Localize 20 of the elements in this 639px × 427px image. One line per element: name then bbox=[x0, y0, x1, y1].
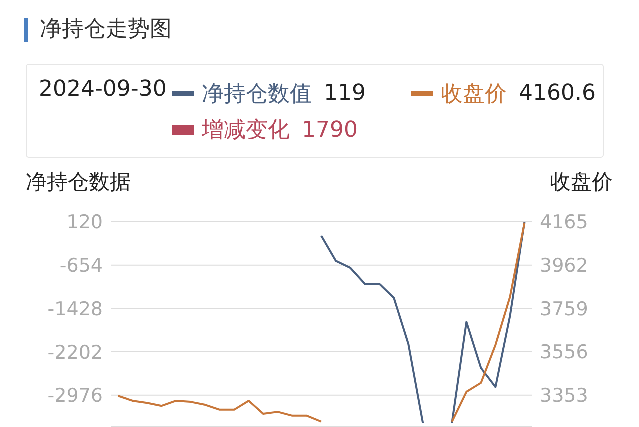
chart-title: 净持仓走势图 bbox=[40, 16, 172, 44]
text: 4160.6 bbox=[519, 81, 596, 106]
legend-label: 增减变化 bbox=[202, 117, 290, 145]
y-tick-label: -2976 bbox=[48, 385, 103, 408]
y2-tick-label: 3962 bbox=[540, 255, 588, 278]
y-tick-label: -1428 bbox=[48, 298, 103, 320]
legend-label: 净持仓数值 bbox=[202, 80, 312, 108]
y-tick-label: 120 bbox=[66, 212, 103, 234]
y2-tick-label: 3759 bbox=[540, 298, 588, 320]
y2-tick-label: 3353 bbox=[540, 384, 588, 407]
text: 119 bbox=[324, 81, 366, 106]
y-tick-label: -654 bbox=[60, 255, 103, 278]
text: 2024-09-30 bbox=[39, 77, 167, 102]
text: 1790 bbox=[302, 118, 358, 142]
legend-label: 收盘价 bbox=[441, 80, 507, 108]
y2-tick-label: 3556 bbox=[540, 342, 588, 364]
y-axis-title: 净持仓数据 bbox=[26, 169, 131, 196]
y-tick-label: -2202 bbox=[48, 342, 103, 364]
y2-axis-title: 收盘价 bbox=[550, 169, 613, 196]
y2-tick-label: 4165 bbox=[540, 212, 588, 234]
